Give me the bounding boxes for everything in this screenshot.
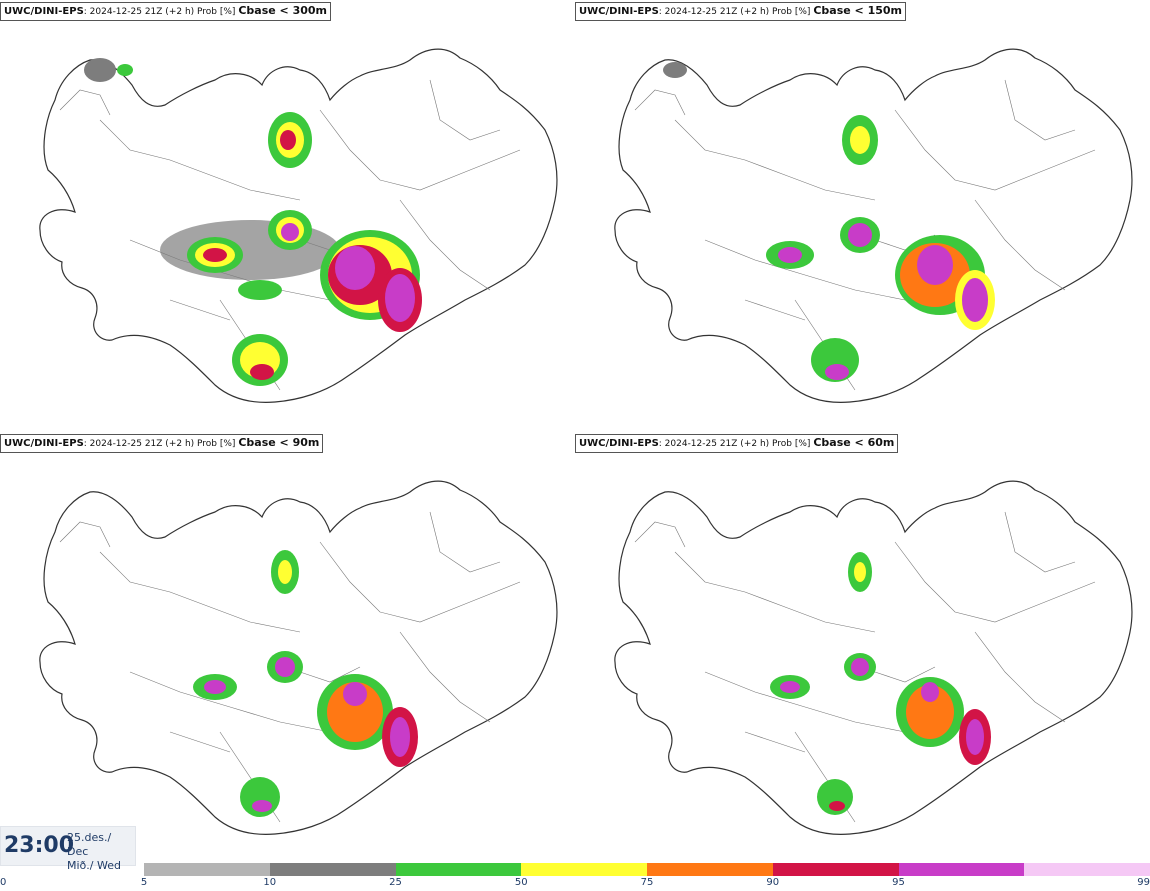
panel-title: UWC/DINI-EPS: 2024-12-25 21Z (+2 h) Prob… xyxy=(0,2,332,21)
panel-title: UWC/DINI-EPS: 2024-12-25 21Z (+2 h) Prob… xyxy=(575,2,907,21)
colorbar-tick-label: 5 xyxy=(140,877,148,888)
probability-field xyxy=(770,552,991,815)
probability-field xyxy=(193,550,418,817)
map-90m xyxy=(39,480,558,835)
valid-time: 23:00 xyxy=(4,833,75,858)
map-60m xyxy=(614,480,1133,835)
colorbar-swatch xyxy=(772,863,899,876)
probability-colorbar xyxy=(144,863,1150,876)
probability-field xyxy=(84,58,422,386)
colorbar-swatch xyxy=(144,863,270,876)
colorbar-swatch xyxy=(1024,863,1150,876)
map-300m xyxy=(39,48,558,403)
colorbar-swatch xyxy=(521,863,647,876)
colorbar-tick-label: 50 xyxy=(514,877,528,888)
map-panel-60m: UWC/DINI-EPS: 2024-12-25 21Z (+2 h) Prob… xyxy=(575,432,1150,862)
panel-title: UWC/DINI-EPS: 2024-12-25 21Z (+2 h) Prob… xyxy=(0,434,324,453)
map-panel-90m: UWC/DINI-EPS: 2024-12-25 21Z (+2 h) Prob… xyxy=(0,432,575,862)
colorbar-tick-label: 95 xyxy=(892,877,905,888)
colorbar-tick-label: 90 xyxy=(766,877,780,888)
map-panel-150m: UWC/DINI-EPS: 2024-12-25 21Z (+2 h) Prob… xyxy=(575,0,1150,430)
map-150m xyxy=(614,48,1133,403)
colorbar-tick-label: 10 xyxy=(263,877,277,888)
colorbar-tick-label: 0 xyxy=(0,877,7,888)
probability-field xyxy=(663,62,995,382)
valid-time-box: 23:00 25.des./ Dec Mið./ Wed xyxy=(0,826,136,872)
colorbar-swatch xyxy=(898,863,1025,876)
colorbar-tick-label: 99 xyxy=(1137,877,1150,888)
colorbar-swatch xyxy=(395,863,522,876)
colorbar-tick-label: 75 xyxy=(640,877,654,888)
colorbar-tick-label: 25 xyxy=(389,877,402,888)
colorbar-swatch xyxy=(647,863,773,876)
colorbar-swatch xyxy=(269,863,396,876)
panel-title: UWC/DINI-EPS: 2024-12-25 21Z (+2 h) Prob… xyxy=(575,434,899,453)
valid-date: 25.des./ Dec Mið./ Wed xyxy=(67,831,121,872)
map-panel-300m: UWC/DINI-EPS: 2024-12-25 21Z (+2 h) Prob… xyxy=(0,0,575,430)
